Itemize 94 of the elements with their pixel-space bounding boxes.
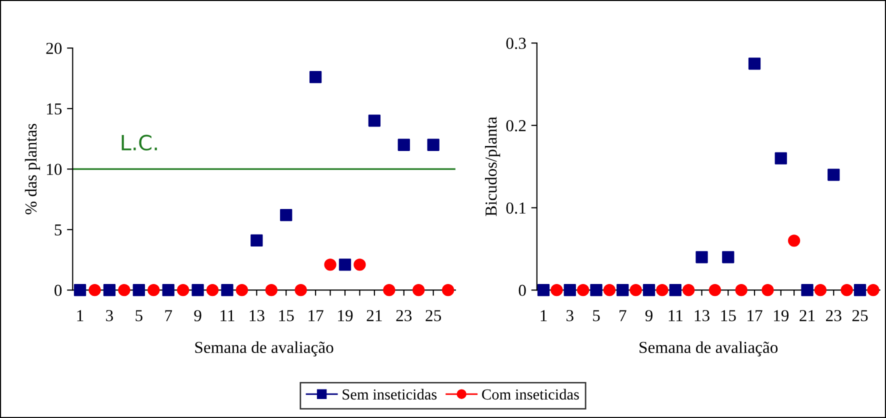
point <box>442 284 454 296</box>
x-tick-label: 17 <box>748 310 762 322</box>
x-tick-label: 21 <box>800 310 815 322</box>
point <box>88 284 101 296</box>
x-tick-label: 23 <box>396 310 412 322</box>
x-tick-label: 13 <box>250 310 264 322</box>
point <box>427 138 440 151</box>
x-tick-label: 21 <box>366 310 382 322</box>
point <box>324 258 336 271</box>
ref-line-label: L.C. <box>122 134 157 151</box>
x-axis-title: Semana de avaliação <box>195 341 334 356</box>
point <box>74 284 86 296</box>
point <box>669 284 682 296</box>
x-tick-label: 13 <box>694 310 710 322</box>
legend-label: Sem inseticidas <box>342 388 437 400</box>
point <box>280 208 292 222</box>
point <box>603 284 616 296</box>
point <box>630 284 642 296</box>
x-tick-label: 5 <box>593 310 600 322</box>
x-tick-label: 19 <box>338 310 353 322</box>
point <box>814 284 827 296</box>
x-tick-label: 17 <box>308 310 324 322</box>
y-tick-label: 0.2 <box>506 120 526 132</box>
point <box>176 284 190 296</box>
y-tick-label: 5 <box>54 224 62 236</box>
point <box>354 258 366 271</box>
point <box>735 284 748 296</box>
point <box>148 284 160 296</box>
point <box>577 284 590 296</box>
point <box>132 284 145 296</box>
y-axis-title: Bicudos/planta <box>484 116 500 216</box>
x-tick-label: 1 <box>77 310 84 322</box>
y-tick-label: 15 <box>47 103 62 115</box>
point <box>656 284 668 296</box>
y-tick-label: 0 <box>518 284 526 296</box>
point <box>828 168 840 181</box>
legend-label: Com inseticidas <box>482 388 579 400</box>
point <box>294 284 307 296</box>
point <box>103 284 116 296</box>
y-axis-title: % das plantas <box>24 124 40 214</box>
point <box>550 284 563 296</box>
point <box>696 251 708 264</box>
point <box>236 284 248 296</box>
point <box>788 234 800 247</box>
y-tick-label: 0.1 <box>506 202 526 214</box>
x-tick-label: 5 <box>136 310 142 322</box>
point <box>221 284 234 296</box>
point <box>118 284 130 296</box>
point <box>206 284 219 296</box>
x-tick-label: 23 <box>826 310 842 322</box>
point <box>309 71 322 84</box>
x-tick-label: 15 <box>279 310 294 322</box>
point <box>642 284 656 296</box>
x-tick-label: 1 <box>540 310 547 322</box>
point <box>867 284 880 296</box>
x-tick-label: 25 <box>426 310 442 322</box>
x-tick-label: 19 <box>774 310 789 322</box>
point <box>368 114 381 127</box>
x-tick-label: 25 <box>852 310 868 322</box>
point <box>748 58 761 70</box>
x-tick-label: 3 <box>566 310 574 322</box>
x-tick-label: 7 <box>165 310 172 322</box>
x-axis-title: Semana de avaliação <box>640 341 778 356</box>
point <box>338 258 352 271</box>
y-tick-label: 0 <box>54 284 62 296</box>
point <box>383 284 396 296</box>
point <box>616 284 629 296</box>
point <box>250 234 263 247</box>
point <box>412 284 425 296</box>
y-tick-label: 0.3 <box>506 38 526 50</box>
x-tick-label: 11 <box>220 310 234 322</box>
x-tick-label: 7 <box>620 310 626 322</box>
point <box>537 284 550 296</box>
point <box>854 284 866 296</box>
x-tick-label: 11 <box>668 310 682 322</box>
x-tick-label: 15 <box>721 310 736 322</box>
point <box>708 284 722 296</box>
point <box>265 284 278 296</box>
x-tick-label: 9 <box>194 310 202 322</box>
x-tick-label: 9 <box>645 310 652 322</box>
point <box>801 284 814 296</box>
point <box>722 251 734 264</box>
point <box>762 284 774 296</box>
y-tick-label: 10 <box>47 164 62 176</box>
y-tick-label: 20 <box>46 42 62 54</box>
point <box>682 284 695 296</box>
point <box>840 284 853 296</box>
point <box>564 284 576 296</box>
point <box>192 284 204 296</box>
point <box>162 284 174 296</box>
point <box>590 284 602 296</box>
point <box>398 138 410 151</box>
x-tick-label: 3 <box>106 310 113 322</box>
point <box>774 152 787 164</box>
